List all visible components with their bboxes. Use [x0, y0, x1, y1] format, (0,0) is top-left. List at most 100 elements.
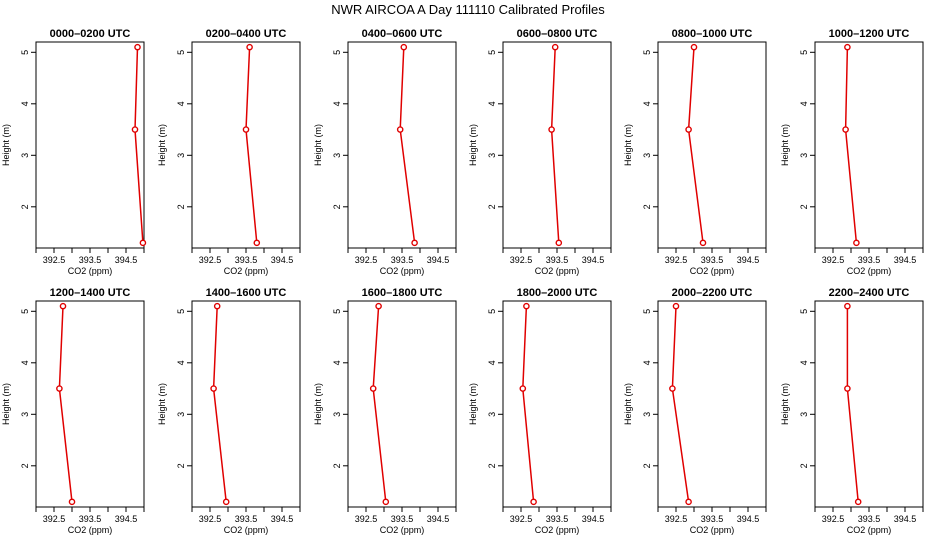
x-tick-label: 393.5 [701, 255, 724, 265]
y-axis-label: Height (m) [623, 124, 633, 166]
y-tick-label: 4 [176, 101, 186, 106]
x-tick-label: 392.5 [355, 514, 378, 524]
x-tick-label: 392.5 [199, 514, 222, 524]
y-tick-label: 2 [487, 463, 497, 468]
data-point [854, 498, 862, 506]
x-tick-label: 393.5 [235, 514, 258, 524]
data-point [844, 43, 851, 51]
x-tick-label: 393.5 [546, 514, 569, 524]
x-axis-label: CO2 (ppm) [380, 266, 425, 276]
panel-title: 1600–1800 UTC [362, 287, 443, 299]
x-axis-label: CO2 (ppm) [224, 525, 269, 535]
x-tick-label: 392.5 [199, 255, 222, 265]
figure-title: NWR AIRCOA A Day 111110 Calibrated Profi… [331, 2, 605, 17]
y-tick-label: 4 [20, 360, 30, 365]
panel-title: 1400–1600 UTC [206, 287, 287, 299]
data-point [523, 302, 530, 310]
x-tick-label: 393.5 [858, 514, 881, 524]
data-point [134, 43, 141, 51]
data-point [669, 385, 676, 392]
data-point [685, 126, 692, 133]
y-tick-label: 4 [487, 360, 497, 365]
y-axis-label: Height (m) [780, 383, 790, 425]
y-tick-label: 4 [332, 101, 342, 106]
x-axis-label: CO2 (ppm) [380, 525, 425, 535]
x-tick-label: 392.5 [822, 514, 845, 524]
x-tick-label: 392.5 [665, 514, 688, 524]
x-tick-label: 392.5 [43, 514, 66, 524]
x-tick-label: 393.5 [235, 255, 258, 265]
y-tick-label: 2 [332, 463, 342, 468]
data-point [242, 126, 250, 133]
y-tick-label: 5 [20, 309, 30, 314]
y-tick-label: 2 [799, 204, 809, 209]
data-point [210, 385, 217, 392]
data-point [253, 239, 261, 247]
x-axis-label: CO2 (ppm) [847, 525, 892, 535]
y-tick-label: 2 [487, 204, 497, 209]
panel-title: 2000–2200 UTC [672, 287, 753, 299]
x-tick-label: 394.5 [427, 514, 450, 524]
y-tick-label: 4 [799, 360, 809, 365]
panel-title: 0800–1000 UTC [672, 28, 753, 40]
y-axis-label: Height (m) [313, 124, 323, 166]
y-axis-label: Height (m) [623, 383, 633, 425]
x-tick-label: 392.5 [43, 255, 66, 265]
x-axis-label: CO2 (ppm) [224, 266, 269, 276]
y-axis-label: Height (m) [468, 383, 478, 425]
x-tick-label: 392.5 [510, 255, 533, 265]
data-point [555, 239, 563, 247]
y-axis-label: Height (m) [1, 124, 11, 166]
data-point [222, 498, 230, 506]
data-point [842, 126, 849, 133]
panel-title: 0200–0400 UTC [206, 28, 287, 40]
panel-title: 1000–1200 UTC [829, 28, 910, 40]
x-tick-label: 394.5 [271, 255, 294, 265]
y-tick-label: 2 [176, 204, 186, 209]
data-point [530, 498, 537, 506]
y-tick-label: 2 [20, 204, 30, 209]
y-tick-label: 3 [799, 412, 809, 417]
data-point [548, 126, 555, 133]
x-axis-label: CO2 (ppm) [535, 525, 580, 535]
y-axis-label: Height (m) [468, 124, 478, 166]
y-tick-label: 5 [642, 50, 652, 55]
y-tick-label: 3 [20, 153, 30, 158]
x-tick-label: 393.5 [79, 255, 102, 265]
y-axis-label: Height (m) [780, 124, 790, 166]
x-tick-label: 393.5 [391, 255, 414, 265]
x-tick-label: 394.5 [894, 514, 917, 524]
y-tick-label: 3 [332, 412, 342, 417]
data-point [519, 385, 527, 392]
y-tick-label: 3 [799, 153, 809, 158]
y-tick-label: 5 [487, 50, 497, 55]
data-point [59, 302, 67, 310]
data-point [685, 498, 692, 506]
x-tick-label: 393.5 [858, 255, 881, 265]
data-point [375, 302, 382, 310]
y-tick-label: 3 [20, 412, 30, 417]
y-tick-label: 4 [20, 101, 30, 106]
y-tick-label: 4 [332, 360, 342, 365]
data-point [551, 43, 559, 51]
data-point [56, 385, 63, 392]
y-tick-label: 3 [176, 153, 186, 158]
y-tick-label: 4 [487, 101, 497, 106]
x-axis-label: CO2 (ppm) [690, 525, 735, 535]
x-tick-label: 394.5 [737, 514, 760, 524]
y-tick-label: 5 [487, 309, 497, 314]
data-point [400, 43, 408, 51]
x-tick-label: 392.5 [665, 255, 688, 265]
y-axis-label: Height (m) [157, 124, 167, 166]
